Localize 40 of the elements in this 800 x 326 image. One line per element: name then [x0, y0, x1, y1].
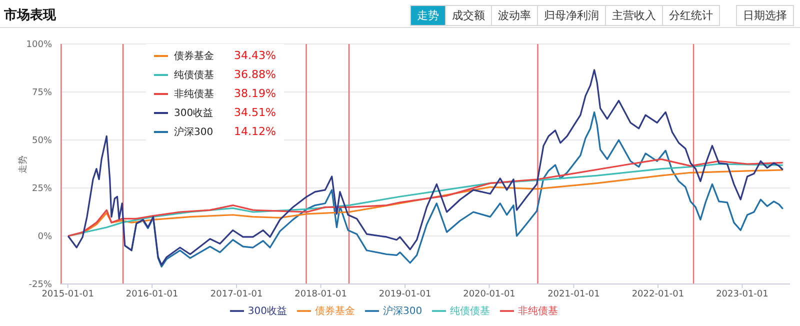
x-tick-label: 2015-01-01 [42, 289, 94, 300]
text: 非纯债基 [518, 306, 558, 317]
annotation: 36.88% [234, 68, 276, 81]
x-tick-label: 2017-01-01 [210, 289, 263, 300]
legend-label: 债券基金 [315, 306, 355, 317]
x-tick-label: 2018-01-01 [294, 289, 347, 300]
text: 纯债债基 [174, 70, 214, 80]
y-tick-label: 100% [26, 40, 52, 50]
x-tick-label: 2023-01-01 [716, 289, 768, 300]
text: 债券基金 [174, 50, 214, 62]
x-tick-label: 2019-01-01 [378, 289, 432, 300]
y-tick-label: 0% [38, 232, 52, 242]
legend-label: 300收益 [174, 106, 214, 120]
text: 300收益 [248, 306, 287, 317]
legend-label: 沪深300 [174, 126, 214, 138]
annotation: 34.43% [234, 49, 276, 62]
legend-label: 纯债债基 [450, 306, 490, 317]
x-tick-label: 2021-01-01 [548, 289, 600, 300]
text: 沪深300 [383, 306, 422, 317]
chart-title: 市场表现 [4, 6, 56, 24]
x-tick-label: 2020-01-01 [463, 289, 516, 300]
annotation: 34.51% [234, 106, 276, 119]
y-tick-label: 50% [32, 136, 52, 146]
y-tick-label: -25% [28, 280, 52, 290]
tab-button: 分红统计 [662, 5, 720, 26]
x-tick-label: 2016-01-01 [126, 289, 178, 300]
tab-button: 归母净利润 [537, 5, 606, 26]
line-series [67, 69, 784, 266]
tab-button: 成交额 [445, 5, 492, 26]
y-tick-label: 75% [32, 88, 52, 98]
tab-button: 波动率 [491, 5, 538, 26]
annotation: 14.12% [234, 125, 276, 138]
x-tick-label: 2022-01-01 [632, 289, 684, 300]
tab-button: 日期选择 [736, 5, 794, 26]
tab-button: 走势 [410, 5, 446, 26]
annotation: 38.19% [234, 87, 276, 100]
legend-label: 非纯债基 [174, 88, 215, 100]
y-tick-label: 25% [32, 184, 52, 194]
tab-button: 主营收入 [605, 5, 663, 26]
y-axis-title: 走势 [17, 156, 30, 174]
